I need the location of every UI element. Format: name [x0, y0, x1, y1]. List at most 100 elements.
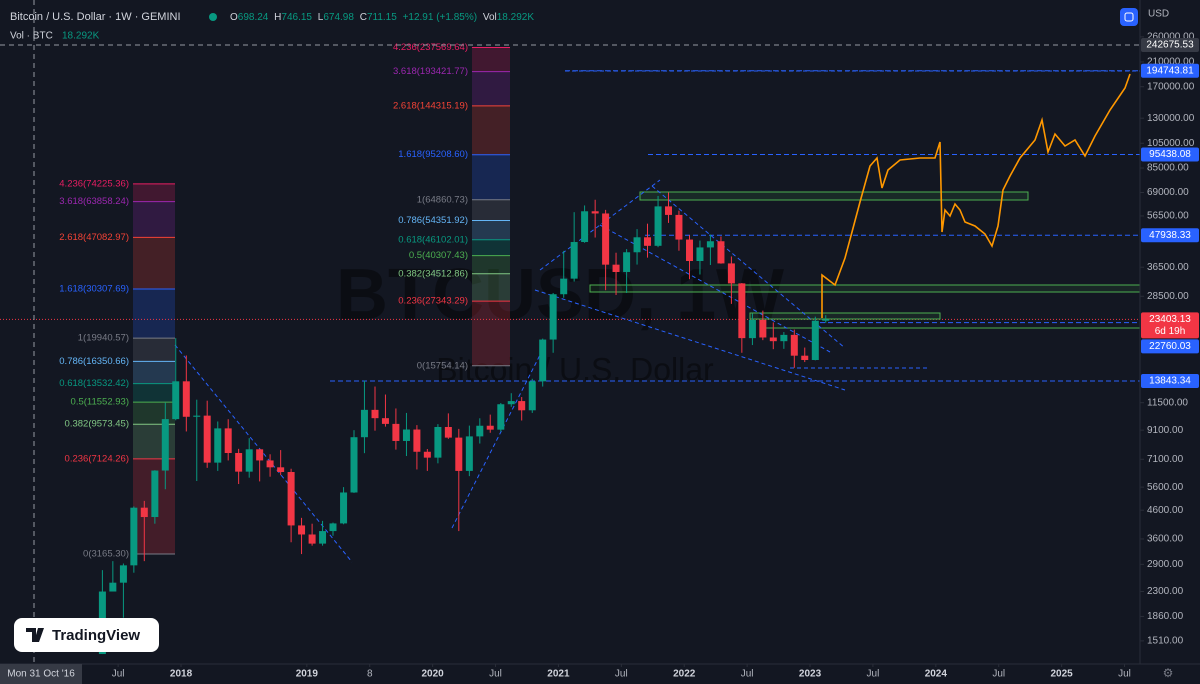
ohlc-key: C — [360, 12, 367, 23]
cursor-date: Mon 31 Oct '16 — [7, 669, 75, 680]
x-tick-label: 2020 — [422, 669, 445, 680]
fib-label: 1(64860.73) — [417, 194, 468, 205]
candle-body — [738, 283, 746, 339]
price-tag — [1141, 147, 1199, 162]
vol-row-label: Vol · BTC — [10, 31, 53, 42]
y-tick-label: 9100.00 — [1147, 425, 1184, 436]
change: +12.91 (+1.85%) — [403, 12, 478, 23]
candle-body — [130, 507, 138, 566]
y-tick-label: 36500.00 — [1147, 262, 1189, 273]
candle-body — [675, 214, 683, 240]
countdown: 6d 19h — [1155, 326, 1186, 337]
candle-body — [360, 409, 368, 438]
vol-value: 18.292K — [497, 12, 535, 23]
candle-body — [319, 531, 327, 544]
candle-body — [224, 428, 232, 454]
y-tick-label: 11500.00 — [1147, 397, 1188, 408]
symbol: Bitcoin / U.S. Dollar · 1W · GEMINI — [10, 11, 181, 23]
price-line-layer — [0, 44, 1140, 382]
candle-body — [686, 239, 694, 262]
y-tick-label: 56500.00 — [1147, 211, 1189, 222]
fib-band — [472, 301, 510, 366]
fib-label: 1(19940.57) — [78, 333, 129, 344]
candle-body — [182, 381, 190, 417]
fib-band — [133, 338, 175, 362]
x-tick-label: Jul — [741, 669, 754, 680]
fib-label: 0(15754.14) — [417, 360, 468, 371]
fib-label: 0.618(13532.42) — [59, 378, 129, 389]
price-tag — [1141, 63, 1199, 78]
fib-label: 3.618(193421.77) — [393, 66, 468, 77]
fib-label: 0.5(11552.93) — [71, 397, 129, 408]
tag-layer: 242675.53 194743.81 95438.08 47938.33 23403.… — [1141, 37, 1199, 388]
price-tag-label: 22760.03 — [1149, 341, 1191, 352]
fib-label: 0.786(54351.92) — [398, 215, 468, 226]
y-tick-label: 130000.00 — [1147, 113, 1195, 124]
zone — [749, 312, 941, 320]
x-tick-label: 2018 — [170, 669, 193, 680]
candle-body — [654, 206, 662, 246]
fib-label: 1.618(95208.60) — [398, 149, 468, 160]
candle-body — [581, 211, 589, 243]
price-tag-label: 95438.08 — [1149, 149, 1191, 160]
y-tick-label: 85000.00 — [1147, 163, 1189, 174]
x-tick-label: 2022 — [673, 669, 696, 680]
candle-body — [665, 206, 673, 215]
candle-body — [413, 429, 421, 452]
candle-body — [256, 449, 264, 461]
candle-body — [308, 534, 316, 544]
logo-badge[interactable] — [14, 618, 159, 652]
candle-body — [277, 467, 285, 473]
candle-body — [140, 507, 148, 518]
x-tick-label: Jul — [615, 669, 628, 680]
fib-label: 4.236(237569.64) — [393, 42, 468, 53]
y-tick-label: 3600.00 — [1147, 534, 1184, 545]
settings-gear[interactable]: ⚙ — [1163, 666, 1174, 680]
candle-body — [507, 401, 515, 405]
fib-band — [472, 105, 510, 155]
price-tag-label: 13843.34 — [1149, 376, 1191, 387]
candle-body — [602, 213, 610, 265]
ohlc-key: H — [274, 12, 281, 23]
fib-band — [472, 199, 510, 221]
candle-body — [643, 237, 651, 246]
candle-body — [612, 264, 620, 272]
candle-body — [591, 211, 599, 214]
candle-body — [392, 423, 400, 441]
fib-band — [133, 383, 175, 403]
fib-band — [472, 220, 510, 240]
candle-body — [811, 320, 819, 360]
candle-body — [172, 381, 180, 420]
candle-body — [539, 339, 547, 382]
y-tick-label: 28500.00 — [1147, 291, 1189, 302]
header: Bitcoin / U.S. Dollar · 1W · GEMINI O698… — [10, 8, 1169, 42]
ohlc: O698.24 H746.15 L674.98 C711.15 +12.91 (… — [230, 12, 534, 23]
fib-band — [133, 361, 175, 384]
trend-line — [534, 289, 846, 391]
x-tick-label: 8 — [367, 669, 373, 680]
price-tag — [1141, 228, 1199, 243]
fib-label: 0.236(7124.26) — [65, 453, 129, 464]
fib-label: 0.236(27343.29) — [398, 296, 468, 307]
candle-body — [549, 294, 557, 340]
x-tick-label: Jul — [1118, 669, 1131, 680]
fib-label: 0.618(46102.01) — [398, 234, 468, 245]
candle-body — [476, 425, 484, 437]
y-tick-label: 69000.00 — [1147, 187, 1189, 198]
currency[interactable]: USD — [1148, 9, 1169, 20]
x-tick-label: 2021 — [547, 669, 570, 680]
candle-body — [486, 425, 494, 430]
y-tick-label: 2300.00 — [1147, 586, 1184, 597]
x-tick-label: 2025 — [1051, 669, 1074, 680]
y-tick-label: 210000.00 — [1147, 57, 1195, 68]
fib-label: 4.236(74225.36) — [59, 178, 129, 189]
candle-body — [298, 525, 306, 535]
ohlc-value: 746.15 — [281, 12, 312, 23]
settings-button[interactable] — [1120, 8, 1138, 26]
fib-label: 2.618(47082.97) — [59, 232, 129, 243]
y-tick-label: 5600.00 — [1147, 482, 1184, 493]
y-tick-label: 260000.00 — [1147, 32, 1195, 43]
candle-body — [727, 263, 735, 284]
candle-body — [350, 437, 358, 493]
